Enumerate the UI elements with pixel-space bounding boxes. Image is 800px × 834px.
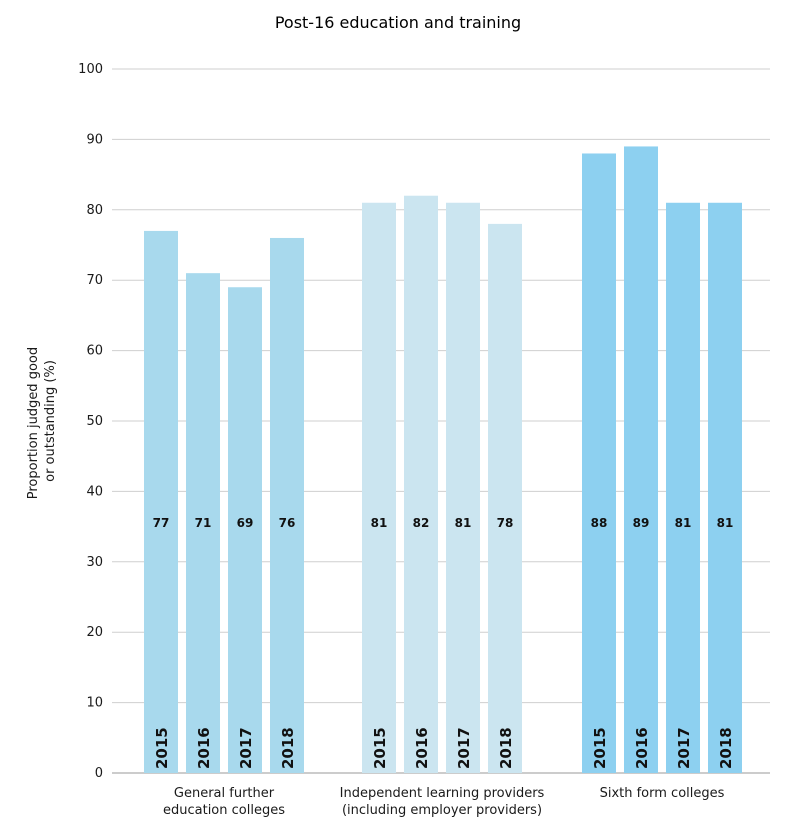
bar-group-item: 82 2016 [404, 195, 438, 774]
y-axis-label-line-1: Proportion judged good [26, 347, 41, 499]
bar [186, 273, 220, 773]
bar-value-label: 69 [237, 516, 254, 530]
category-label: General further education colleges [163, 786, 285, 818]
bar [270, 237, 304, 773]
bar [446, 202, 480, 773]
bar-year-label: 2016 [633, 727, 651, 769]
bar [708, 202, 742, 773]
bar-year-label: 2016 [413, 727, 431, 769]
bar-year-label: 2016 [195, 727, 213, 769]
y-tick-label: 100 [78, 62, 103, 77]
y-axis-ticks: 0 10 20 30 40 50 60 70 80 90 100 [78, 62, 103, 781]
bar-year-label: 2018 [279, 727, 297, 769]
y-tick-label: 10 [86, 696, 103, 711]
bar [404, 195, 438, 774]
bar-group-item: 71 2016 [186, 273, 220, 773]
bar-group-item: 81 2018 [708, 202, 742, 773]
category-labels: General further education colleges Indepen… [163, 786, 725, 818]
category-label-line: General further [174, 786, 275, 801]
bar-value-label: 81 [717, 516, 734, 530]
bar-value-label: 88 [591, 516, 608, 530]
y-tick-label: 80 [86, 203, 103, 218]
bar-year-label: 2018 [497, 727, 515, 769]
y-tick-label: 60 [86, 344, 103, 359]
bar [362, 202, 396, 773]
bar-group-item: 78 2018 [488, 223, 522, 773]
bar-value-label: 77 [153, 516, 170, 530]
bar-group-item: 77 2015 [144, 230, 178, 774]
category-label-line: (including employer providers) [342, 803, 542, 818]
category-label: Sixth form colleges [600, 786, 725, 801]
bars: 77 2015 71 2016 69 2017 76 2018 81 2015 82 2016 81 20… [144, 146, 742, 774]
bar [624, 146, 658, 773]
bar-year-label: 2018 [717, 727, 735, 769]
y-axis-label: Proportion judged good or outstanding (%… [26, 343, 58, 500]
bar-group-item: 89 2016 [624, 146, 658, 773]
y-tick-label: 20 [86, 625, 103, 640]
category-label: Independent learning providers (including… [340, 786, 545, 818]
bar-group-item: 76 2018 [270, 237, 304, 773]
bar-group-item: 81 2015 [362, 202, 396, 773]
bar-group-item: 69 2017 [228, 287, 262, 773]
bar-group-item: 81 2017 [666, 202, 700, 773]
bar-year-label: 2015 [371, 727, 389, 769]
y-tick-label: 30 [86, 555, 103, 570]
bar [666, 202, 700, 773]
category-label-line: Independent learning providers [340, 786, 545, 801]
bar [144, 230, 178, 774]
gridlines [112, 68, 770, 774]
bar-value-label: 82 [413, 516, 430, 530]
bar-group-item: 81 2017 [446, 202, 480, 773]
bar-group-item: 88 2015 [582, 153, 616, 774]
y-tick-label: 0 [95, 766, 103, 781]
bar-value-label: 81 [675, 516, 692, 530]
bar-value-label: 76 [279, 516, 296, 530]
category-label-line: education colleges [163, 803, 285, 818]
bar-value-label: 89 [633, 516, 650, 530]
bar-value-label: 81 [455, 516, 472, 530]
bar-year-label: 2017 [455, 727, 473, 769]
y-tick-label: 90 [86, 132, 103, 147]
y-tick-label: 40 [86, 484, 103, 499]
bar-year-label: 2015 [153, 727, 171, 769]
bar-year-label: 2015 [591, 727, 609, 769]
bar-value-label: 78 [497, 516, 514, 530]
bar [488, 223, 522, 773]
y-axis-label-line-2: or outstanding (%) [43, 360, 58, 482]
bar-value-label: 71 [195, 516, 212, 530]
bar-year-label: 2017 [237, 727, 255, 769]
bar [582, 153, 616, 774]
chart-title: Post-16 education and training [275, 13, 521, 32]
category-label-line: Sixth form colleges [600, 786, 725, 801]
bar-value-label: 81 [371, 516, 388, 530]
bar-year-label: 2017 [675, 727, 693, 769]
y-tick-label: 50 [86, 414, 103, 429]
bar [228, 287, 262, 773]
y-tick-label: 70 [86, 273, 103, 288]
